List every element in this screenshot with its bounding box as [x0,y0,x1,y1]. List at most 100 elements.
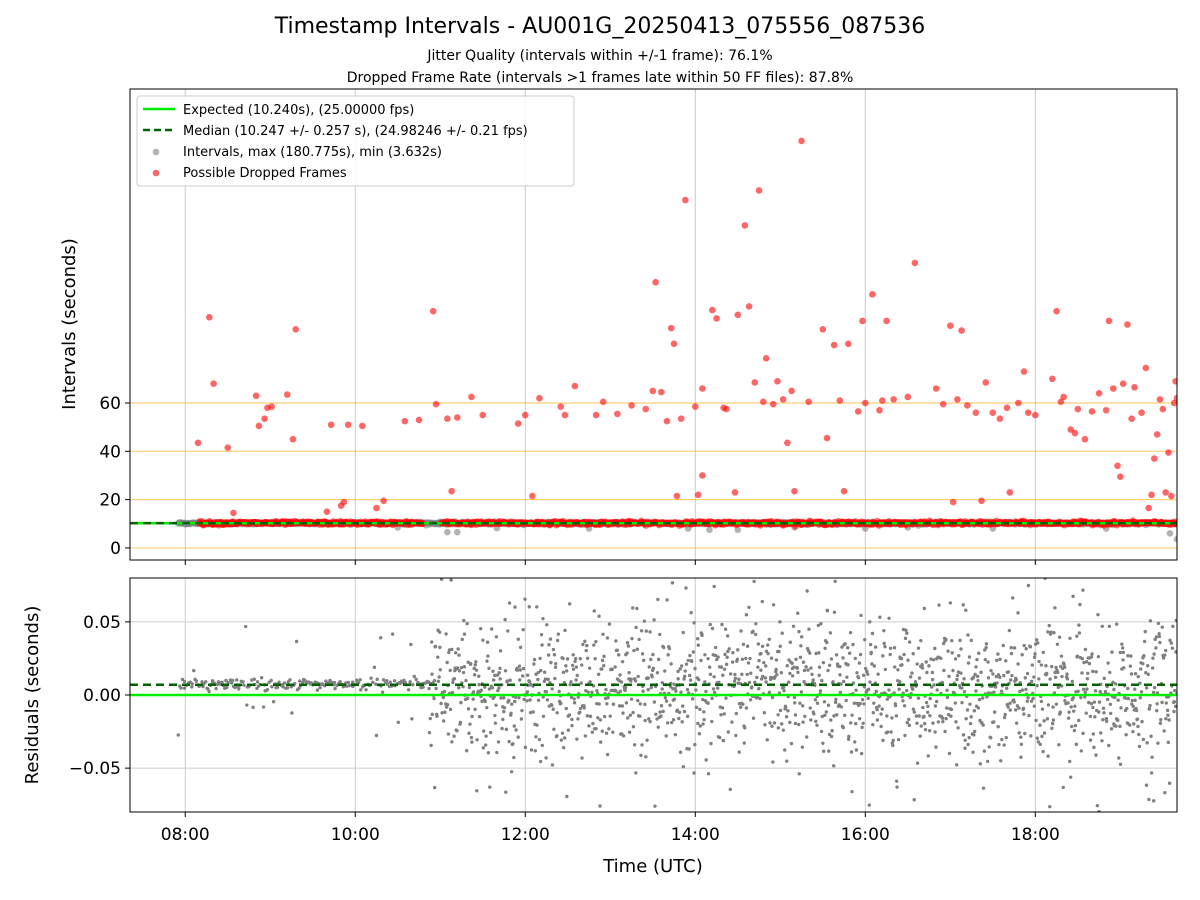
residual-point [1056,685,1061,690]
residual-point [870,631,875,636]
residual-point [1052,631,1056,635]
residual-point [1094,670,1098,674]
residual-point [702,717,706,722]
residual-point [1143,629,1147,634]
residual-point [841,679,846,684]
residual-point [483,699,487,704]
residual-point [1034,638,1039,642]
residual-point [678,667,682,671]
residual-point [1042,719,1046,723]
residual-point [754,622,758,626]
dropped-frame-point [1109,385,1117,392]
residual-point [817,673,821,678]
residual-point [894,779,899,783]
residual-point [583,734,588,738]
residual-point [862,685,867,689]
residual-point [857,717,862,721]
residual-point [699,658,703,663]
residual-point [710,719,714,724]
residual-point [1032,704,1037,708]
residual-point [587,724,591,728]
residual-point [318,685,322,690]
dropped-frame-point [949,498,957,506]
dropped-frame-point [1060,393,1067,401]
residual-point [907,717,911,722]
residual-point [472,666,476,671]
residual-point [810,672,814,677]
residual-point [371,680,375,685]
residual-point [587,666,592,670]
residual-point [1008,701,1012,705]
residual-point [412,674,417,679]
residual-point [1141,737,1146,742]
residual-point [546,653,551,657]
residual-point [1038,723,1042,727]
residual-point [651,652,655,657]
residual-point [788,720,792,725]
residual-point [965,708,970,712]
residual-point [1147,706,1152,711]
residual-point [230,678,235,683]
residual-point [380,690,385,694]
residual-point [737,677,741,681]
residual-point [1121,646,1125,650]
residual-point [726,730,731,734]
residual-point [873,645,878,649]
residual-point [588,680,592,684]
residual-point [680,720,684,724]
residual-point [1037,677,1041,681]
residual-point [905,720,909,725]
residual-point [1151,690,1156,695]
residual-point [496,740,501,744]
residual-point [567,602,572,606]
dropped-frame-point [444,415,451,423]
residual-point [795,666,800,670]
dropped-frame-point [845,340,852,348]
residual-point [953,657,958,661]
dropped-frame-point [823,434,831,442]
residual-point [670,581,675,585]
residual-point [569,695,574,700]
residual-point [358,678,362,682]
residual-point [796,670,800,675]
x-tick-label: 12:00 [501,825,550,845]
residual-point [1147,797,1151,802]
residual-point [694,688,698,692]
residual-point [911,652,915,656]
residual-point [811,678,815,682]
residual-point [663,669,667,673]
residual-point [762,711,767,715]
dropped-frame-point [958,327,965,334]
residual-point [518,645,523,650]
residual-point [902,652,906,657]
residual-point [1169,641,1174,645]
residual-point [1077,718,1081,723]
residual-point [1019,735,1023,739]
residual-point [408,680,412,684]
residual-point [709,741,713,746]
residual-point [471,690,476,694]
residual-point [869,650,873,655]
dropped-frame-point [557,403,565,410]
residual-point [747,605,751,609]
residual-point [1146,663,1150,668]
residual-point [1006,670,1011,674]
dropped-frame-point [751,379,759,386]
residual-point [966,661,971,665]
residual-point [614,639,618,643]
interval-point [1166,530,1174,537]
residual-point [538,759,543,764]
residual-point [259,676,264,680]
dropped-frame-point [380,497,387,505]
residual-point [406,688,411,692]
residual-point [1102,711,1106,715]
residual-point [840,645,844,649]
residual-point [798,701,802,705]
residual-point [1093,689,1098,693]
residual-point [1151,799,1156,803]
residual-point [298,679,302,683]
residual-point [960,700,964,705]
residual-point [511,742,515,746]
residual-point [783,748,787,752]
